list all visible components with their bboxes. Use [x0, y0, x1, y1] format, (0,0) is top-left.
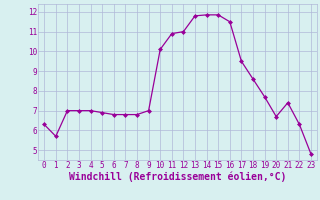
- X-axis label: Windchill (Refroidissement éolien,°C): Windchill (Refroidissement éolien,°C): [69, 172, 286, 182]
